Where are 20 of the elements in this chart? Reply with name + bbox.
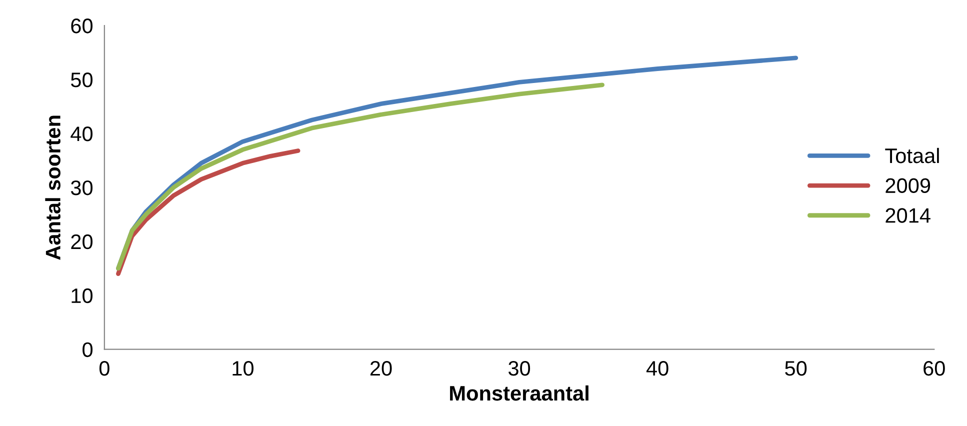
x-tick-label: 10	[232, 360, 254, 376]
x-tick-label: 50	[785, 360, 807, 376]
x-tick-label: 0	[99, 360, 110, 376]
legend-label: 2014	[886, 208, 930, 223]
x-tick-label: 40	[646, 360, 668, 376]
y-tick-label: 20	[71, 234, 93, 250]
x-tick-label: 20	[370, 360, 392, 376]
y-tick-label: 60	[71, 18, 93, 34]
y-tick-label: 30	[70, 180, 93, 196]
y-tick-label: 10	[72, 288, 93, 304]
y-tick-label: 50	[70, 72, 93, 88]
x-tick-label: 60	[924, 360, 945, 376]
y-tick-label: 0	[82, 342, 93, 358]
y-axis-title: Aantal soorten	[45, 116, 60, 260]
legend-label: 2009	[886, 178, 930, 194]
legend-label: Totaal	[885, 148, 939, 164]
line-series	[116, 82, 604, 271]
y-tick-label: 40	[70, 126, 93, 142]
x-tick-label: 30	[508, 360, 530, 376]
x-axis-title: Monsteraantal	[450, 385, 588, 401]
